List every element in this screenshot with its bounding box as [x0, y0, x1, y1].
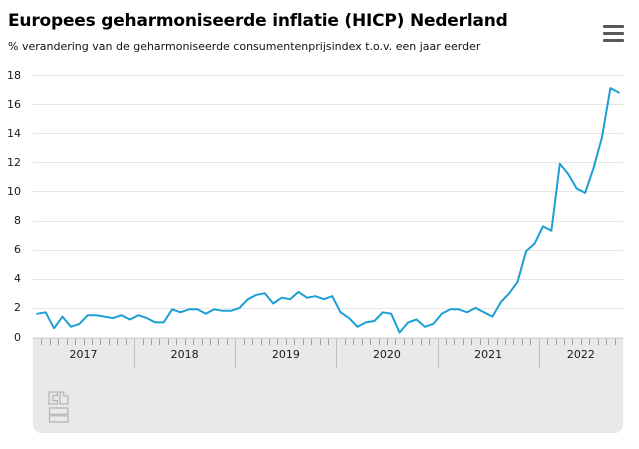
year-label: 2022 [566, 348, 595, 361]
month-tick [252, 339, 254, 345]
month-tick [243, 339, 245, 345]
month-tick [311, 339, 313, 345]
month-tick [521, 339, 523, 345]
month-tick [378, 339, 380, 345]
x-axis-band: 2017 2018 2019 2020 2021 2022 [33, 338, 623, 433]
y-tick-label: 4 [14, 272, 21, 286]
year-label: 2021 [474, 348, 503, 361]
month-tick [260, 339, 262, 345]
month-tick [597, 339, 599, 345]
chart-title: Europees geharmoniseerde inflatie (HICP)… [8, 11, 508, 31]
y-tick-label: 18 [7, 68, 21, 82]
y-tick-label: 8 [14, 214, 21, 228]
year-separator [336, 339, 338, 368]
month-tick [184, 339, 186, 345]
hamburger-bar-icon [603, 25, 624, 28]
month-tick [488, 339, 490, 345]
month-tick [589, 339, 591, 345]
month-tick [471, 339, 473, 345]
hamburger-bar-icon [603, 32, 624, 35]
month-tick [370, 339, 372, 345]
month-tick [513, 339, 515, 345]
month-tick [395, 339, 397, 345]
month-tick [555, 339, 557, 345]
year-separator [437, 339, 439, 368]
hamburger-bar-icon [603, 39, 624, 42]
line-chart-svg[interactable] [0, 0, 639, 338]
month-tick [125, 339, 127, 345]
month-tick [294, 339, 296, 345]
month-tick [580, 339, 582, 345]
month-tick [429, 339, 431, 345]
hamburger-menu-button[interactable] [603, 25, 625, 42]
month-tick [167, 339, 169, 345]
month-tick [142, 339, 144, 345]
year-label: 2017 [69, 348, 98, 361]
month-tick [117, 339, 119, 345]
month-tick [210, 339, 211, 345]
inflation-line[interactable] [36, 87, 620, 334]
year-separator [538, 339, 540, 368]
month-tick [462, 339, 464, 345]
month-tick [58, 339, 60, 345]
month-tick [100, 339, 102, 345]
month-tick [319, 339, 321, 345]
month-tick [505, 339, 506, 345]
month-tick [92, 339, 93, 345]
month-tick [387, 339, 388, 345]
y-tick-label: 2 [14, 301, 21, 315]
month-tick [328, 339, 329, 345]
year-label: 2020 [372, 348, 401, 361]
month-tick [496, 339, 498, 345]
month-tick [277, 339, 279, 345]
year-label: 2019 [271, 348, 300, 361]
month-tick [151, 339, 152, 345]
month-tick [75, 339, 77, 345]
y-tick-label: 14 [7, 126, 21, 140]
month-tick [176, 339, 178, 345]
y-tick-label: 0 [14, 330, 21, 344]
month-tick [479, 339, 481, 345]
month-tick [530, 339, 532, 345]
chart-subtitle: % verandering van de geharmoniseerde con… [8, 40, 481, 53]
month-tick [572, 339, 574, 345]
month-tick [201, 339, 203, 345]
month-tick [614, 339, 616, 345]
month-tick [49, 339, 51, 345]
month-tick [412, 339, 414, 345]
year-separator [235, 339, 237, 368]
month-tick [41, 339, 43, 345]
month-tick [344, 339, 346, 345]
month-tick [83, 339, 85, 345]
month-tick [454, 339, 456, 345]
year-separator [134, 339, 136, 368]
month-tick [269, 339, 270, 345]
y-tick-label: 12 [7, 155, 21, 169]
month-tick [606, 339, 608, 345]
month-tick [302, 339, 304, 345]
month-tick [193, 339, 195, 345]
cbs-logo-icon [48, 391, 69, 423]
month-tick [285, 339, 287, 345]
year-label: 2018 [170, 348, 199, 361]
month-tick [108, 339, 110, 345]
y-tick-label: 10 [7, 184, 21, 198]
month-tick [353, 339, 355, 345]
y-tick-label: 16 [7, 97, 21, 111]
y-tick-label: 6 [14, 243, 21, 257]
month-tick [420, 339, 422, 345]
month-tick [226, 339, 228, 345]
month-tick [66, 339, 68, 345]
month-tick [218, 339, 220, 345]
month-tick [446, 339, 447, 345]
month-tick [564, 339, 565, 345]
month-tick [159, 339, 161, 345]
month-tick [403, 339, 405, 345]
month-tick [361, 339, 363, 345]
month-tick [547, 339, 549, 345]
